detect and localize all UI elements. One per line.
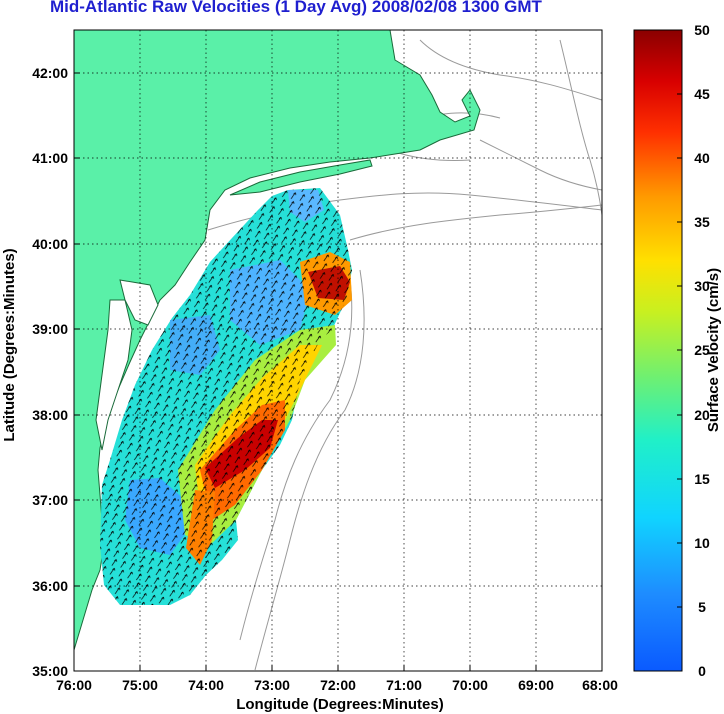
colorbar-tick-label: 15 (694, 471, 710, 487)
longitude-tick-labels: 76:00 75:00 74:00 73:00 72:00 71:00 70:0… (56, 677, 618, 693)
lon-tick-label: 76:00 (56, 677, 92, 693)
colorbar-tick-label: 50 (694, 22, 710, 38)
lat-tick-label: 41:00 (32, 150, 68, 166)
lon-tick-label: 69:00 (518, 677, 554, 693)
lon-tick-label: 74:00 (188, 677, 224, 693)
bathymetry-contours (207, 39, 602, 671)
lat-tick-label: 42:00 (32, 65, 68, 81)
colorbar-tick-label: 0 (698, 663, 706, 679)
lon-tick-label: 72:00 (320, 677, 356, 693)
lat-tick-label: 38:00 (32, 407, 68, 423)
lat-tick-label: 40:00 (32, 236, 68, 252)
latitude-tick-labels: 42:00 41:00 40:00 39:00 38:00 37:00 36:0… (32, 65, 68, 679)
tick-marks (74, 72, 537, 671)
colorbar-label: Surface Velocity (cm/s) (705, 268, 722, 432)
lon-tick-label: 68:00 (582, 677, 618, 693)
delaware-bay (119, 279, 159, 326)
colorbar-tick-label: 5 (698, 599, 706, 615)
lat-tick-label: 35:00 (32, 663, 68, 679)
lon-tick-label: 70:00 (452, 677, 488, 693)
velocity-field (100, 188, 352, 605)
colorbar-gradient (633, 29, 683, 672)
long-island (229, 159, 373, 196)
colorbar-tick-label: 10 (694, 535, 710, 551)
lat-tick-label: 36:00 (32, 578, 68, 594)
lon-tick-label: 73:00 (254, 677, 290, 693)
x-axis-label: Longitude (Degrees:Minutes) (236, 696, 444, 713)
colorbar-tick-label: 30 (694, 278, 710, 294)
colorbar: 50 45 40 35 30 25 20 15 10 5 0 Surface V… (633, 22, 722, 679)
colorbar-tick-label: 45 (694, 86, 710, 102)
y-axis-label: Latitude (Degrees:Minutes) (1, 248, 18, 441)
velocity-vectors (100, 188, 352, 605)
colorbar-tick-label: 25 (694, 342, 710, 358)
lat-tick-label: 39:00 (32, 321, 68, 337)
lon-tick-label: 71:00 (386, 677, 422, 693)
colorbar-tick-label: 35 (694, 214, 710, 230)
map-grid (74, 30, 602, 671)
chesapeake-bay (95, 299, 133, 451)
lon-tick-label: 75:00 (122, 677, 158, 693)
colorbar-tick-label: 40 (694, 150, 710, 166)
colorbar-tick-label: 20 (694, 407, 710, 423)
map-title: Mid-Atlantic Raw Velocities (1 Day Avg) … (50, 0, 542, 16)
lat-tick-label: 37:00 (32, 492, 68, 508)
